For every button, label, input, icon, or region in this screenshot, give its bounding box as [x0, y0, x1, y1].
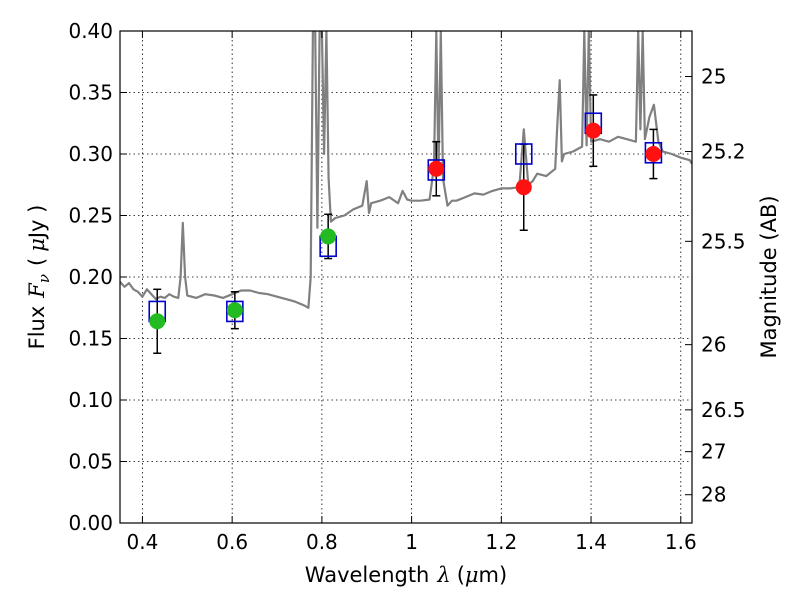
y2-tick-label-4: 26.5	[701, 398, 746, 422]
y-tick-label-6: 0.30	[68, 142, 113, 166]
y-axis-unit-rest: Jy )	[25, 205, 49, 241]
y-axis-title: Flux Fν ( μJy )	[25, 205, 53, 350]
data-point-1-2	[585, 122, 602, 139]
y-axis-subscript: ν	[35, 274, 53, 283]
model-spectrum	[120, 31, 692, 309]
x-axis-symbol: λ	[436, 563, 450, 587]
x-tick-label-6: 1.6	[665, 530, 697, 554]
y-axis-symbol: F	[25, 282, 49, 299]
x-axis-unit-rest: m)	[479, 563, 508, 587]
model-square-6	[644, 141, 663, 164]
observed-points	[149, 122, 662, 330]
x-axis-title: Wavelength λ (μm)	[305, 563, 507, 587]
x-tick-label-2: 0.8	[306, 530, 338, 554]
model-square-1	[226, 300, 244, 323]
x-tick-label-5: 1.4	[575, 530, 607, 554]
grid	[120, 31, 692, 523]
y-tick-label-5: 0.25	[68, 204, 113, 228]
y-axis-title-text: Flux	[25, 306, 49, 350]
y-tick-label-2: 0.10	[68, 388, 113, 412]
x-tick-label-3: 1	[405, 530, 418, 554]
axis-ticks: 0.4 0.6 0.8 1 1.2 1.4 1.6 0.00 0.05 0.10 0.15 0.20 0…	[68, 19, 745, 554]
data-point-1-0	[428, 160, 445, 177]
x-tick-label-1: 0.6	[216, 530, 248, 554]
x-axis-unit-mu: μ	[465, 563, 479, 587]
y2-tick-label-3: 26	[701, 333, 726, 357]
y-axis-unit-open: (	[25, 258, 49, 266]
model-square-3	[427, 159, 446, 181]
data-point-1-3	[645, 146, 662, 162]
y-tick-label-3: 0.15	[68, 327, 113, 351]
y2-tick-label-5: 27	[701, 440, 726, 464]
y2-tick-label-2: 25.5	[701, 229, 746, 253]
data-point-1-1	[515, 179, 532, 196]
data-point-0-2	[320, 228, 337, 245]
x-axis-title-text: Wavelength	[305, 563, 430, 587]
y2-tick-label-0: 25	[701, 65, 726, 89]
y2-axis-title: Magnitude (AB)	[757, 195, 781, 358]
y2-tick-label-6: 28	[701, 483, 726, 507]
y-tick-label-4: 0.20	[68, 265, 113, 289]
y-tick-label-1: 0.05	[68, 450, 113, 474]
x-axis-unit-open: (	[457, 563, 465, 587]
data-point-0-0	[149, 313, 166, 330]
y2-tick-label-1: 25.2	[701, 140, 746, 164]
y-tick-label-8: 0.40	[68, 19, 113, 43]
y-tick-label-0: 0.00	[68, 511, 113, 535]
y-tick-label-7: 0.35	[68, 81, 113, 105]
data-point-0-1	[226, 302, 243, 319]
x-tick-label-4: 1.2	[485, 530, 517, 554]
model-square-4	[514, 143, 533, 165]
model-photometry-squares	[148, 112, 663, 323]
y-axis-unit-mu: μ	[25, 238, 49, 252]
x-tick-label-0: 0.4	[127, 530, 159, 554]
spectrum-line	[120, 31, 692, 309]
